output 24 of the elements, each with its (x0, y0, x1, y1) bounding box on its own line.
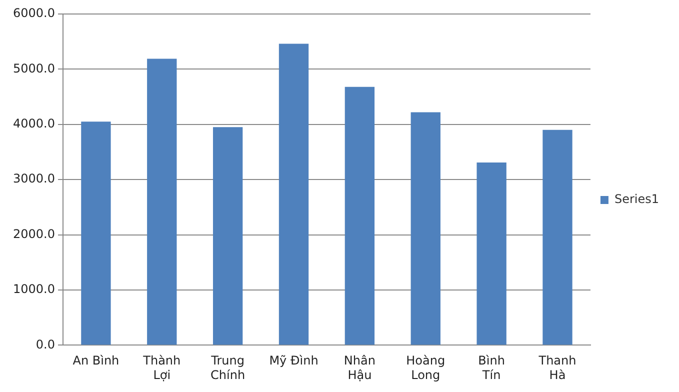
y-tick-label: 1000.0 (12, 282, 55, 296)
legend-label: Series1 (614, 192, 660, 206)
x-tick-label: Mỹ Đình (269, 354, 318, 368)
x-tick-label: Hoàng Long (406, 354, 446, 382)
x-tick-label: Trung Chính (210, 354, 246, 382)
y-tick-label: 0.0 (36, 337, 55, 352)
bar (81, 122, 111, 345)
bar (278, 44, 309, 345)
x-tick-label: Nhân Hậu (344, 354, 376, 382)
y-tick-label: 6000.0 (12, 6, 55, 20)
x-tick-label: Thanh Hà (538, 354, 576, 382)
y-tick-label: 4000.0 (12, 116, 55, 131)
bar (410, 112, 440, 345)
x-tick-label: Thành Lợi (142, 354, 181, 382)
y-tick-label: 5000.0 (12, 61, 55, 76)
x-tick-label: An Bình (72, 354, 120, 368)
bar (476, 162, 506, 345)
bar (542, 130, 572, 345)
bar (212, 127, 243, 345)
bar (147, 58, 177, 345)
bar (344, 86, 375, 345)
x-tick-label: Bình Tín (478, 354, 505, 382)
y-tick-label: 3000.0 (12, 172, 55, 186)
y-tick-label: 2000.0 (12, 226, 55, 241)
